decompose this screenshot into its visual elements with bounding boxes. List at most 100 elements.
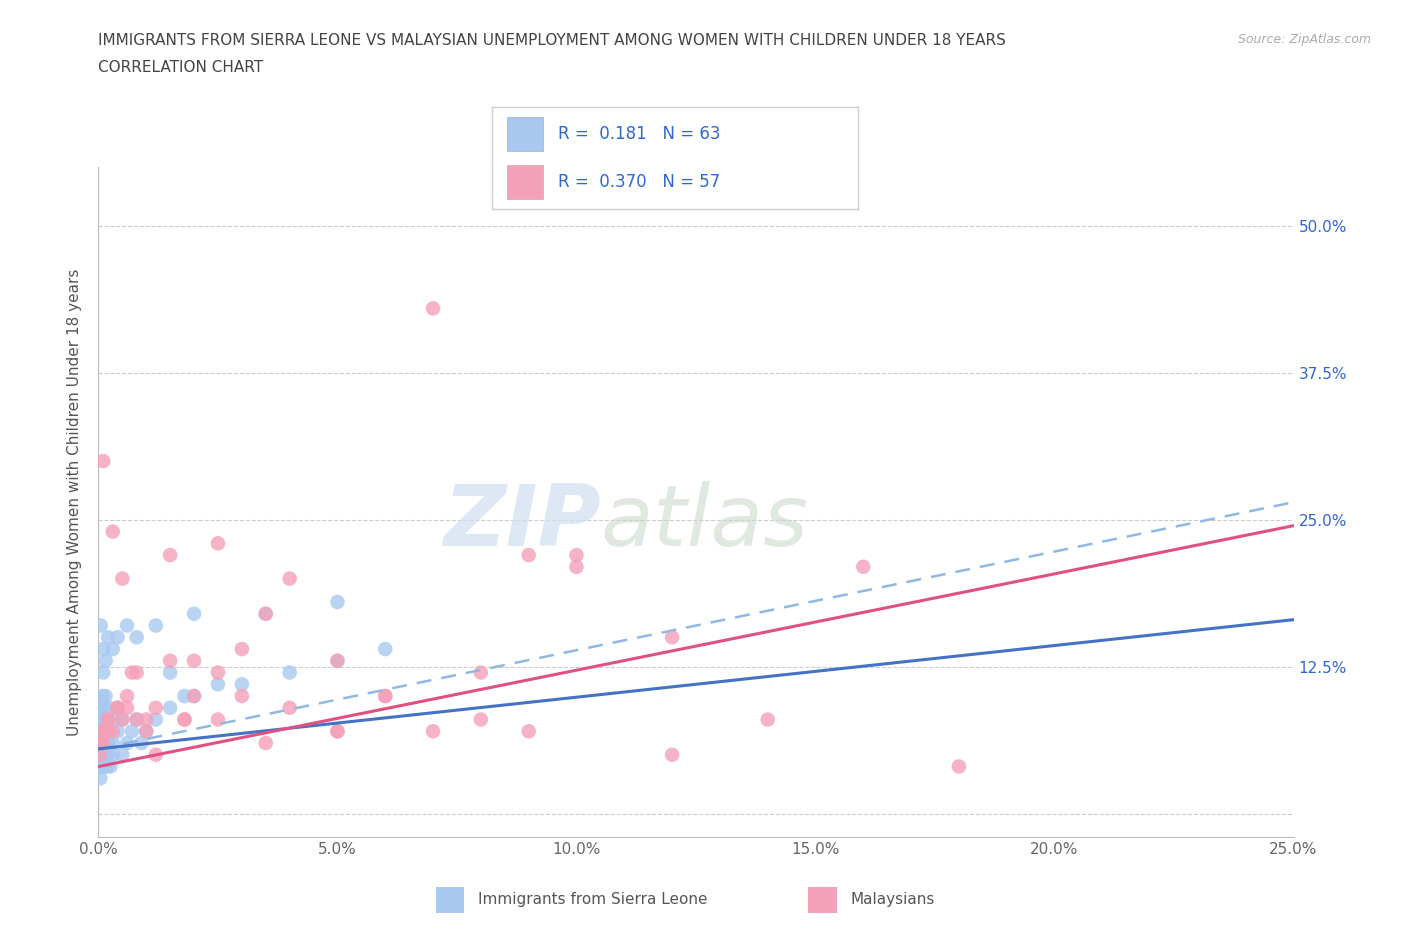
Point <box>97 724 120 738</box>
Text: R =  0.181   N = 63: R = 0.181 N = 63 <box>558 125 720 143</box>
Point <box>207 712 229 727</box>
Point <box>135 712 157 727</box>
Point <box>115 618 138 633</box>
Point <box>97 700 120 715</box>
Text: atlas: atlas <box>600 481 808 564</box>
Text: Malaysians: Malaysians <box>851 892 935 908</box>
Point <box>207 536 229 551</box>
Point <box>422 724 444 738</box>
Point <box>97 748 120 763</box>
Point <box>145 618 167 633</box>
Point <box>107 724 129 738</box>
Point <box>565 548 588 563</box>
Point <box>89 748 111 763</box>
Point <box>101 712 124 727</box>
Point <box>254 736 277 751</box>
Point <box>115 700 138 715</box>
Point <box>97 630 120 644</box>
Point <box>111 748 134 763</box>
Point <box>91 454 114 469</box>
Point <box>145 700 167 715</box>
Point <box>661 630 683 644</box>
Text: CORRELATION CHART: CORRELATION CHART <box>98 60 263 75</box>
Y-axis label: Unemployment Among Women with Children Under 18 years: Unemployment Among Women with Children U… <box>67 269 83 736</box>
Point <box>89 748 111 763</box>
Point <box>852 559 875 574</box>
Point <box>374 688 396 703</box>
Point <box>145 748 167 763</box>
Bar <box>506 117 543 151</box>
Point <box>90 736 112 751</box>
Point <box>90 759 112 774</box>
Point <box>94 688 117 703</box>
Point <box>90 712 112 727</box>
Point <box>98 759 122 774</box>
Point <box>326 594 349 609</box>
Point <box>91 724 114 738</box>
Point <box>89 771 111 786</box>
Point <box>183 654 205 669</box>
Point <box>93 736 115 751</box>
Point <box>94 724 117 738</box>
Point <box>173 712 195 727</box>
Point <box>326 724 349 738</box>
Point <box>115 736 138 751</box>
Point <box>254 606 277 621</box>
Point <box>231 677 253 692</box>
Point <box>470 712 492 727</box>
Point <box>101 748 124 763</box>
Point <box>326 724 349 738</box>
Point <box>107 630 129 644</box>
Point <box>91 736 114 751</box>
Point <box>278 665 301 680</box>
Point <box>101 736 124 751</box>
Point <box>91 642 114 657</box>
Point <box>159 700 181 715</box>
Point <box>231 688 253 703</box>
Text: ZIP: ZIP <box>443 481 600 564</box>
Point <box>90 748 112 763</box>
Point <box>231 642 253 657</box>
Point <box>183 688 205 703</box>
Point <box>94 748 117 763</box>
Bar <box>808 887 837 912</box>
Point <box>374 642 396 657</box>
Point <box>111 571 134 586</box>
Point <box>96 759 118 774</box>
Point <box>111 712 134 727</box>
Point <box>90 736 112 751</box>
Point <box>278 571 301 586</box>
Point <box>470 665 492 680</box>
Point <box>326 654 349 669</box>
Point <box>135 724 157 738</box>
Point <box>121 724 143 738</box>
Point <box>422 301 444 316</box>
Point <box>97 724 120 738</box>
Point <box>159 654 181 669</box>
Point <box>125 630 148 644</box>
Point <box>89 759 111 774</box>
Point <box>115 688 138 703</box>
Point <box>107 700 129 715</box>
Point <box>101 525 124 539</box>
Bar <box>506 166 543 199</box>
Point <box>159 665 181 680</box>
Point <box>94 654 117 669</box>
Point <box>125 665 148 680</box>
Point <box>94 736 117 751</box>
Point <box>374 688 396 703</box>
Point <box>101 724 124 738</box>
Point <box>90 700 112 715</box>
Point <box>173 712 195 727</box>
Point <box>97 736 120 751</box>
Point <box>91 748 114 763</box>
Point <box>94 724 117 738</box>
Point <box>948 759 970 774</box>
Text: Source: ZipAtlas.com: Source: ZipAtlas.com <box>1237 33 1371 46</box>
Point <box>756 712 779 727</box>
Point <box>91 759 114 774</box>
Point <box>125 712 148 727</box>
Text: IMMIGRANTS FROM SIERRA LEONE VS MALAYSIAN UNEMPLOYMENT AMONG WOMEN WITH CHILDREN: IMMIGRANTS FROM SIERRA LEONE VS MALAYSIA… <box>98 33 1007 47</box>
Point <box>183 606 205 621</box>
Point <box>89 724 111 738</box>
